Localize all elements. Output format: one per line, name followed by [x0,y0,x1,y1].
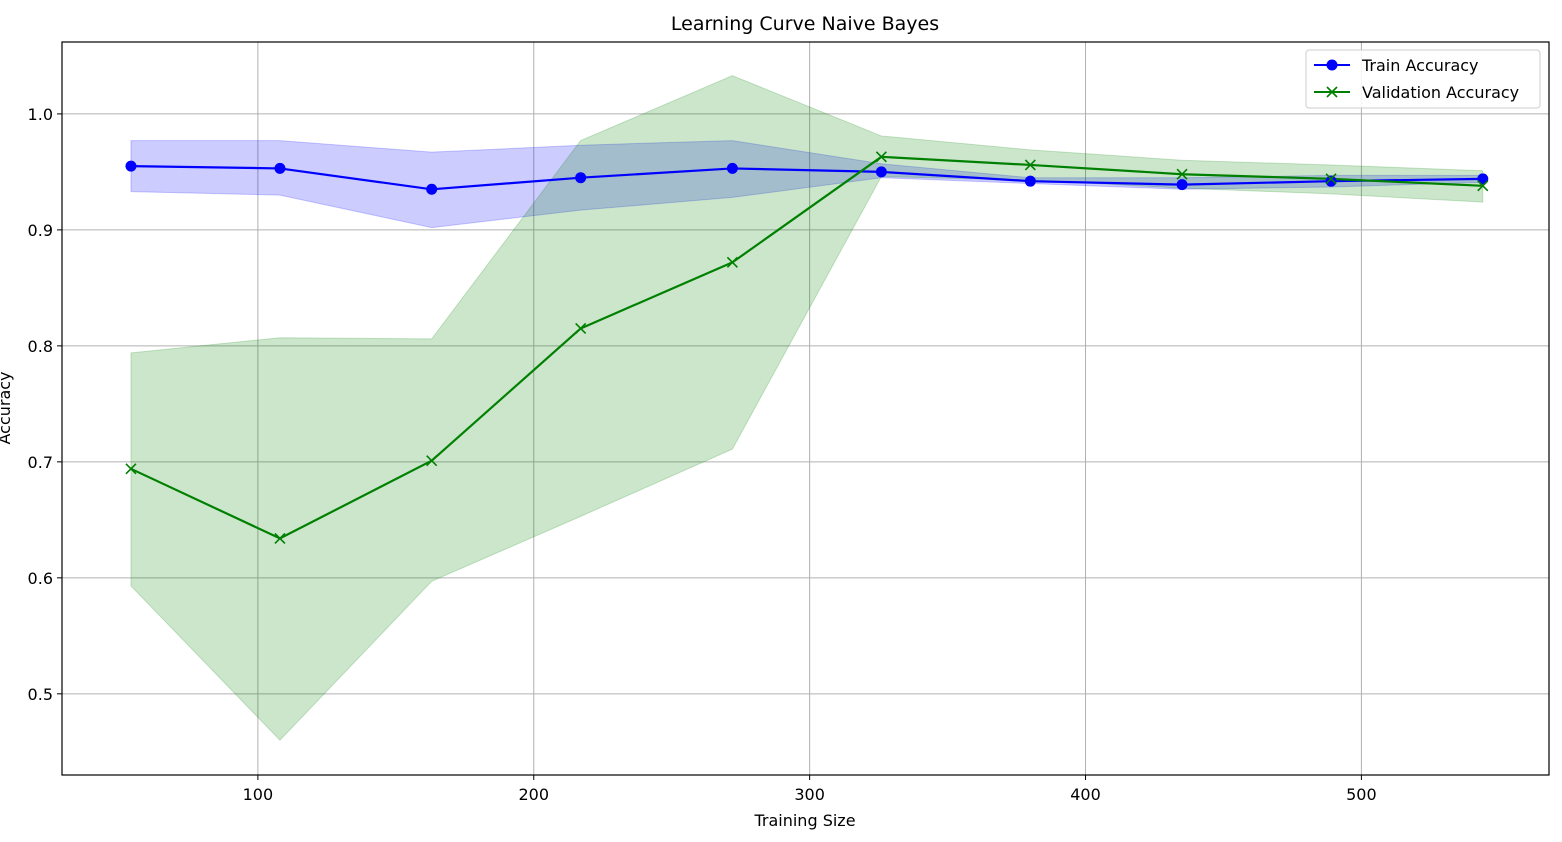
y-tick-label: 0.8 [28,337,53,356]
validation-accuracy-point [875,151,887,163]
x-tick-label: 200 [518,785,549,804]
series-markers [125,151,1489,544]
validation-accuracy-point [726,256,738,268]
validation-accuracy-point [1325,173,1337,185]
validation-accuracy-point [274,532,286,544]
train-accuracy-point [1477,173,1489,185]
train-accuracy-point [1024,175,1036,187]
y-axis-label: Accuracy [0,371,14,444]
y-tick-label: 0.5 [28,685,53,704]
y-tick-label: 1.0 [28,105,53,124]
grid-lines [62,42,1549,775]
plot-frame [61,41,1550,776]
x-axis-label: Training Size [753,811,855,830]
legend-validation-label: Validation Accuracy [1362,83,1519,102]
legend: Train Accuracy Validation Accuracy [1305,49,1541,109]
train-accuracy-point [1176,179,1188,191]
legend-validation-marker [1326,86,1338,98]
validation-accuracy-point [125,463,137,475]
x-tick-label: 500 [1346,785,1377,804]
chart-title: Learning Curve Naive Bayes [671,13,939,35]
series-lines [130,155,1483,540]
validation-accuracy-point [1477,180,1489,192]
train-accuracy-line [130,164,1483,191]
train-accuracy-point [426,183,438,195]
validation-accuracy-point [426,455,438,467]
train-accuracy-point [274,162,286,174]
train-accuracy-point [125,160,137,172]
validation-accuracy-point [575,322,587,335]
validation-accuracy-point [1024,159,1036,171]
y-axis-ticks: 0.5 0.6 0.7 0.8 0.9 1.0 [28,105,62,704]
x-tick-label: 100 [243,785,274,804]
train-accuracy-point [726,162,738,174]
x-axis-ticks: 100 200 300 400 500 [243,775,1377,804]
validation-accuracy-point [1176,168,1188,180]
validation-accuracy-line [130,155,1483,540]
train-accuracy-point [1325,175,1337,187]
y-tick-label: 0.6 [28,569,53,588]
train-accuracy-point [575,172,587,184]
y-tick-label: 0.7 [28,453,53,472]
x-tick-label: 400 [1070,785,1101,804]
y-tick-label: 0.9 [28,221,53,240]
legend-train-marker [1326,59,1338,71]
x-tick-label: 300 [794,785,825,804]
train-accuracy-point [875,166,887,178]
legend-train-label: Train Accuracy [1361,56,1479,75]
legend-box [1305,49,1541,109]
